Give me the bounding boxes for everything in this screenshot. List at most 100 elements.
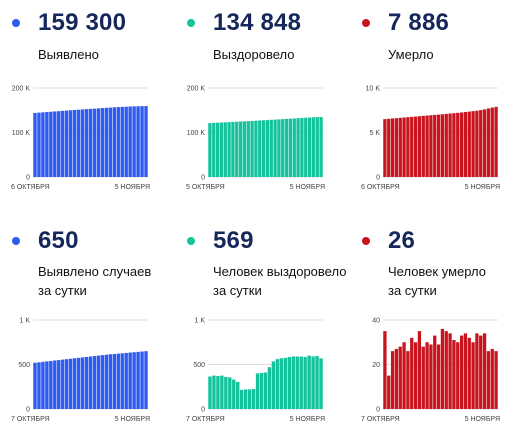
bar (467, 111, 471, 177)
y-tick-label: 5 K (369, 130, 380, 137)
x-end-label: 5 НОЯБРЯ (115, 184, 150, 191)
bar (258, 120, 262, 177)
y-tick-label: 1 K (19, 318, 30, 325)
bar (261, 120, 266, 177)
recovered-daily-chart: 0 500 1 K 7 ОКТЯБРЯ 5 НОЯБРЯ (186, 318, 325, 424)
bar (140, 351, 144, 409)
bar (299, 356, 303, 409)
bar (452, 340, 456, 409)
recovered-daily-value: 569 (213, 227, 254, 254)
bar (100, 108, 105, 177)
bar (429, 115, 433, 177)
detected-daily-chart: 0 500 1 K 7 ОКТЯБРЯ 5 НОЯБРЯ (11, 318, 150, 424)
bar (486, 351, 491, 409)
y-tick-label: 1 K (194, 318, 205, 325)
bar (463, 112, 468, 177)
deaths-total-value: 7 886 (388, 9, 450, 36)
bar (128, 106, 132, 177)
bar (212, 122, 216, 177)
recovered-total-chart: 0 100 K 200 K 5 ОКТЯБРЯ 5 НОЯБРЯ (186, 86, 325, 192)
bar (315, 117, 319, 177)
bar (76, 109, 81, 177)
bar (479, 335, 483, 409)
bar (124, 106, 128, 177)
bar (459, 112, 464, 177)
bar (433, 114, 437, 177)
bar (444, 331, 448, 409)
y-tick-label: 0 (26, 407, 30, 414)
bar (494, 351, 498, 409)
bar (255, 373, 260, 409)
y-tick-label: 20 (372, 362, 380, 369)
bar (263, 372, 268, 409)
bar (104, 107, 109, 177)
green-dot-icon (187, 237, 195, 245)
bar (456, 342, 460, 409)
bar (398, 346, 402, 409)
y-tick-label: 100 K (187, 130, 206, 137)
bar (33, 112, 37, 177)
bar (429, 344, 433, 409)
bar (235, 121, 239, 177)
bar (279, 358, 284, 409)
x-end-label: 5 НОЯБРЯ (465, 416, 500, 423)
detected-total-label: Выявлено (38, 47, 99, 62)
bar (76, 357, 81, 409)
x-start-label: 6 ОКТЯБРЯ (11, 184, 50, 191)
bar (475, 110, 479, 177)
bar (41, 112, 45, 177)
bar (410, 116, 414, 177)
deaths-total-label: Умерло (388, 47, 434, 62)
bar (394, 118, 399, 177)
bar (57, 360, 61, 409)
bar (319, 116, 323, 177)
bar (436, 344, 441, 409)
detected-total-chart: 0 100 K 200 K 6 ОКТЯБРЯ 5 НОЯБРЯ (11, 86, 150, 192)
bar (467, 337, 471, 409)
bar (236, 381, 240, 409)
bar (273, 119, 277, 177)
bar (319, 358, 323, 409)
bar (140, 106, 144, 177)
bar (104, 354, 109, 409)
y-tick-label: 40 (372, 318, 380, 325)
bar (136, 106, 140, 177)
bar (251, 388, 256, 409)
bar (383, 119, 387, 177)
bar (247, 389, 252, 409)
bar (100, 355, 105, 409)
bar (421, 115, 425, 177)
bar (390, 118, 395, 177)
bar (383, 331, 387, 409)
bar (459, 335, 464, 409)
bar (219, 122, 224, 177)
bar (277, 119, 281, 177)
bar (296, 118, 300, 177)
bar (291, 356, 295, 409)
bar (242, 121, 247, 177)
bar (471, 111, 475, 177)
bar (120, 353, 124, 409)
bar (387, 118, 391, 177)
panel-recovered-total: 134 848 Выздоровело 0 100 K 200 K 5 ОКТЯБРЯ… (186, 6, 357, 216)
bar (112, 353, 116, 409)
bar (132, 352, 136, 409)
bar (61, 359, 65, 409)
panel-deaths-daily: 26 Человек умерло за сутки 0 20 40 7 ОКТЯБР… (361, 224, 520, 434)
green-dot-icon (187, 19, 195, 27)
bar (413, 116, 418, 177)
bar (456, 112, 460, 177)
deaths-daily-value: 26 (388, 227, 416, 254)
bar (307, 117, 312, 177)
bar (490, 348, 494, 409)
bar (212, 375, 216, 409)
bar (417, 331, 422, 409)
bar (128, 352, 132, 409)
bar (471, 342, 475, 409)
bar (490, 107, 494, 177)
bar (417, 116, 422, 177)
bar (311, 117, 316, 177)
bar (45, 361, 49, 409)
bar (448, 333, 452, 409)
bar (240, 389, 244, 409)
